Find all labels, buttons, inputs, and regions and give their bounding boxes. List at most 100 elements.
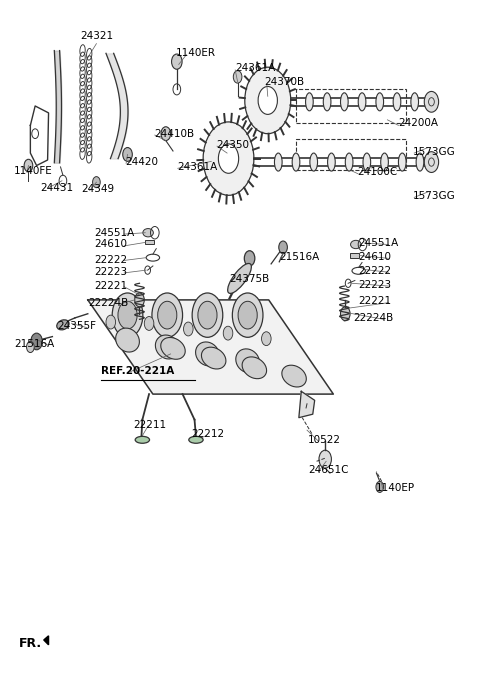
Text: 1140EP: 1140EP [376, 483, 415, 493]
Circle shape [123, 148, 132, 162]
Circle shape [279, 241, 288, 253]
Text: 22222: 22222 [359, 266, 392, 276]
Text: 22221: 22221 [94, 281, 127, 291]
Circle shape [152, 293, 182, 337]
Ellipse shape [411, 93, 419, 111]
Circle shape [340, 307, 350, 321]
Circle shape [218, 144, 239, 174]
Circle shape [424, 92, 439, 112]
Text: 24431: 24431 [40, 183, 73, 193]
Polygon shape [299, 391, 315, 418]
Circle shape [112, 293, 143, 337]
Circle shape [171, 54, 182, 69]
Text: 24200A: 24200A [398, 118, 438, 128]
Text: 24551A: 24551A [359, 238, 399, 248]
Text: 24355F: 24355F [57, 321, 96, 331]
Circle shape [245, 67, 291, 134]
Circle shape [192, 293, 223, 337]
Ellipse shape [228, 264, 252, 294]
Circle shape [93, 176, 100, 187]
Ellipse shape [292, 153, 300, 171]
Text: 1573GG: 1573GG [413, 191, 456, 201]
Ellipse shape [376, 93, 384, 111]
Text: 24610: 24610 [94, 239, 127, 250]
Ellipse shape [189, 437, 203, 443]
Text: 22223: 22223 [359, 280, 392, 289]
Circle shape [118, 301, 137, 329]
Text: 22223: 22223 [94, 267, 127, 277]
Circle shape [135, 293, 144, 307]
Circle shape [238, 301, 257, 329]
Text: 24410B: 24410B [154, 128, 194, 139]
Ellipse shape [310, 153, 318, 171]
Ellipse shape [363, 153, 371, 171]
Ellipse shape [398, 153, 406, 171]
Ellipse shape [156, 335, 179, 359]
Ellipse shape [242, 357, 266, 379]
FancyBboxPatch shape [350, 253, 359, 257]
Ellipse shape [381, 153, 388, 171]
Ellipse shape [202, 347, 226, 369]
Ellipse shape [143, 228, 154, 237]
Circle shape [232, 293, 263, 337]
Circle shape [376, 482, 384, 493]
Circle shape [223, 326, 233, 340]
Text: 22212: 22212 [191, 430, 224, 439]
Ellipse shape [135, 437, 150, 443]
Circle shape [183, 322, 193, 336]
Ellipse shape [345, 153, 353, 171]
Text: 24420: 24420 [125, 157, 158, 167]
Text: 21516A: 21516A [14, 339, 54, 348]
Text: 24349: 24349 [81, 184, 114, 194]
Text: 24100C: 24100C [357, 167, 397, 178]
Circle shape [233, 71, 242, 83]
Circle shape [24, 160, 33, 172]
Text: 22211: 22211 [134, 420, 167, 430]
Text: 1140ER: 1140ER [175, 48, 216, 58]
Circle shape [424, 152, 439, 173]
Text: 24651C: 24651C [308, 465, 348, 475]
Circle shape [157, 301, 177, 329]
Text: 24610: 24610 [359, 252, 392, 262]
Text: 24361A: 24361A [177, 162, 217, 172]
Text: 24361A: 24361A [235, 63, 276, 73]
Text: 24370B: 24370B [264, 78, 304, 87]
Circle shape [319, 450, 331, 468]
Ellipse shape [275, 153, 282, 171]
FancyBboxPatch shape [145, 239, 154, 244]
Polygon shape [44, 636, 48, 645]
Circle shape [31, 333, 42, 350]
Text: FR.: FR. [19, 637, 42, 650]
Circle shape [144, 316, 154, 330]
Ellipse shape [306, 93, 313, 111]
Text: 1573GG: 1573GG [413, 146, 456, 157]
Text: 24350: 24350 [216, 139, 249, 150]
Circle shape [106, 315, 116, 329]
Circle shape [262, 332, 271, 346]
Ellipse shape [116, 328, 139, 352]
Polygon shape [88, 300, 333, 394]
Text: 22221: 22221 [359, 296, 392, 306]
Text: 10522: 10522 [308, 435, 341, 445]
Text: REF.20-221A: REF.20-221A [101, 366, 174, 375]
Ellipse shape [340, 93, 348, 111]
Text: 22222: 22222 [94, 255, 127, 264]
Ellipse shape [393, 93, 401, 111]
Ellipse shape [236, 349, 260, 373]
Circle shape [198, 301, 217, 329]
Ellipse shape [161, 337, 185, 359]
Circle shape [161, 127, 170, 141]
Text: 22224B: 22224B [88, 298, 129, 308]
Ellipse shape [350, 240, 361, 248]
Text: 21516A: 21516A [279, 252, 320, 262]
Circle shape [26, 341, 34, 353]
Ellipse shape [282, 365, 306, 387]
Text: 1140FE: 1140FE [14, 166, 53, 176]
Text: 24551A: 24551A [94, 228, 134, 238]
Text: 24321: 24321 [80, 31, 113, 41]
Ellipse shape [327, 153, 335, 171]
Text: 22224B: 22224B [353, 313, 394, 323]
Text: 24375B: 24375B [229, 274, 270, 284]
Circle shape [258, 87, 277, 115]
Ellipse shape [323, 93, 331, 111]
